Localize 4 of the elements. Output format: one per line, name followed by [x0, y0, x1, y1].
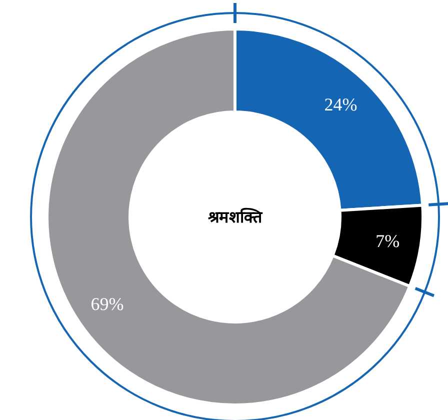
data-label: 7%	[376, 231, 400, 252]
data-label: 24%	[324, 94, 358, 114]
data-label: 69%	[90, 294, 124, 314]
text: श्रमशक्ति	[208, 208, 263, 226]
